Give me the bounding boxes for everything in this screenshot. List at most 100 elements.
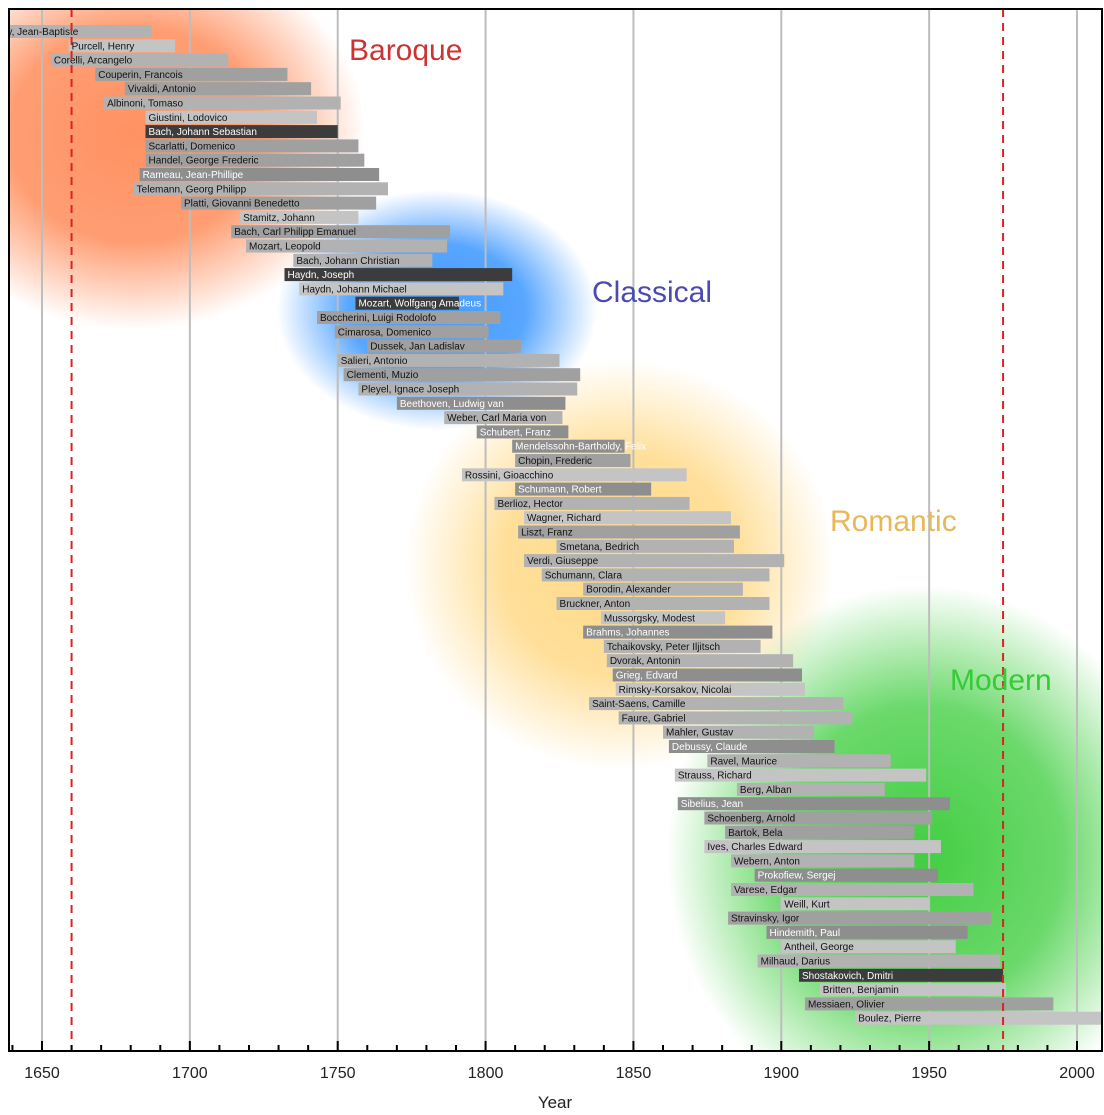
composer-bar bbox=[284, 268, 513, 282]
composer-bar bbox=[293, 253, 433, 267]
composer-bar bbox=[704, 840, 941, 854]
composer-label: Bruckner, Anton bbox=[560, 599, 631, 610]
composer-label: Giustini, Lodovico bbox=[149, 113, 228, 124]
composer-bar bbox=[145, 153, 365, 167]
composer-bar bbox=[145, 125, 338, 139]
composer-label: Ives, Charles Edward bbox=[707, 842, 802, 853]
composer-label: Dvorak, Antonin bbox=[610, 656, 681, 667]
composer-bar bbox=[515, 482, 652, 496]
composer-bar bbox=[367, 339, 522, 353]
composer-label: Sibelius, Jean bbox=[681, 799, 743, 810]
composer-label: Handel, George Frederic bbox=[149, 156, 259, 167]
era-label-classical: Classical bbox=[592, 276, 712, 309]
composer-label: Purcell, Henry bbox=[72, 41, 135, 52]
composer-bar bbox=[145, 139, 359, 153]
composer-label: Schoenberg, Arnold bbox=[707, 814, 795, 825]
composer-bar bbox=[343, 368, 581, 382]
composer-label: Strauss, Richard bbox=[678, 771, 752, 782]
composer-label: Verdi, Giuseppe bbox=[527, 556, 599, 567]
plot-frame bbox=[8, 8, 1103, 1052]
composer-bar bbox=[231, 225, 451, 239]
composer-label: Salieri, Antonio bbox=[341, 356, 408, 367]
composer-bar bbox=[133, 182, 388, 196]
composer-bar bbox=[819, 983, 1007, 997]
composer-label: Saint-Saens, Camille bbox=[592, 699, 686, 710]
composer-label: Hindemith, Paul bbox=[770, 928, 841, 939]
composer-label: Albinoni, Tomaso bbox=[107, 99, 183, 110]
composer-label: Tchaikovsky, Peter Iljitsch bbox=[607, 642, 720, 653]
composer-bar bbox=[139, 168, 380, 181]
composer-label: Boulez, Pierre bbox=[858, 1014, 921, 1025]
era-label-baroque: Baroque bbox=[349, 34, 462, 67]
composer-bar bbox=[704, 811, 933, 825]
composer-bar bbox=[50, 53, 229, 67]
composer-label: Berg, Alban bbox=[740, 785, 792, 796]
composer-bar bbox=[731, 883, 974, 896]
composer-label: Faure, Gabriel bbox=[622, 713, 686, 724]
composer-label: Brahms, Johannes bbox=[586, 628, 669, 639]
composer-label: Shostakovich, Dmitri bbox=[802, 971, 893, 982]
composer-bar bbox=[240, 210, 359, 224]
composer-bar bbox=[524, 554, 785, 568]
composer-bar bbox=[512, 439, 625, 453]
composer-label: Clementi, Muzio bbox=[347, 370, 419, 381]
composer-label: Grieg, Edvard bbox=[616, 671, 678, 682]
composer-label: Weber, Carl Maria von bbox=[447, 413, 546, 424]
composer-bar bbox=[728, 911, 992, 925]
tick-label-1650: 1650 bbox=[24, 1065, 60, 1082]
tick-label-2000: 2000 bbox=[1059, 1065, 1095, 1082]
composer-label: Pleyel, Ignace Joseph bbox=[361, 385, 459, 396]
composer-bar bbox=[515, 454, 631, 467]
tick-label-1750: 1750 bbox=[320, 1065, 356, 1082]
composer-bar bbox=[766, 925, 968, 939]
tick-label-1700: 1700 bbox=[172, 1065, 208, 1082]
composer-bar bbox=[707, 754, 891, 768]
composer-label: Rossini, Gioacchino bbox=[465, 470, 554, 481]
composer-bar bbox=[68, 39, 176, 53]
composer-bar bbox=[612, 668, 802, 682]
composer-label: Borodin, Alexander bbox=[586, 585, 671, 596]
composer-bar bbox=[246, 239, 448, 253]
composer-label: Bach, Johann Christian bbox=[296, 256, 399, 267]
composer-label: Bach, Carl Philipp Emanuel bbox=[234, 227, 356, 238]
tick-label-1800: 1800 bbox=[468, 1065, 504, 1082]
composer-bar bbox=[600, 611, 726, 625]
composer-bar bbox=[855, 1011, 1102, 1025]
composer-bar bbox=[556, 597, 770, 610]
era-label-romantic: Romantic bbox=[830, 505, 957, 538]
composer-bar bbox=[556, 539, 734, 553]
composer-bar bbox=[444, 411, 563, 425]
composer-bar bbox=[396, 396, 566, 410]
composer-label: Milhaud, Darius bbox=[761, 957, 830, 968]
composer-label: Mozart, Wolfgang Amadeus bbox=[358, 299, 481, 310]
composer-label: Beethoven, Ludwig van bbox=[400, 399, 504, 410]
composer-bar bbox=[757, 954, 1001, 968]
composer-bar bbox=[668, 740, 835, 753]
composer-bar bbox=[799, 968, 1004, 982]
tick-label-1850: 1850 bbox=[616, 1065, 652, 1082]
composer-label: Liszt, Franz bbox=[521, 528, 573, 539]
composer-label: Haydn, Joseph bbox=[287, 270, 354, 281]
composer-label: Corelli, Arcangelo bbox=[54, 56, 133, 67]
composer-bar bbox=[781, 897, 930, 911]
composer-bar bbox=[104, 96, 341, 110]
composer-label: Schubert, Franz bbox=[480, 427, 551, 438]
composer-label: Antheil, George bbox=[784, 942, 854, 953]
composer-bar bbox=[358, 382, 578, 396]
composer-bar bbox=[476, 425, 569, 439]
composer-label: Schumann, Robert bbox=[518, 485, 602, 496]
composer-label: Vivaldi, Antonio bbox=[128, 84, 197, 95]
composer-label: Prokofiew, Sergej bbox=[758, 871, 836, 882]
composer-bar bbox=[180, 196, 377, 210]
composer-bar bbox=[603, 639, 761, 653]
reference-lines bbox=[70, 9, 1005, 1051]
composer-bar bbox=[731, 854, 915, 868]
composer-label: Messiaen, Olivier bbox=[808, 999, 885, 1010]
composer-label: Mahler, Gustav bbox=[666, 728, 733, 739]
composer-bar bbox=[95, 67, 288, 81]
composer-label: Mendelssohn-Bartholdy, Felix bbox=[515, 442, 646, 453]
composer-label: Debussy, Claude bbox=[672, 742, 748, 753]
composer-label: Stamitz, Johann bbox=[243, 213, 315, 224]
composer-label: Mussorgsky, Modest bbox=[604, 613, 695, 624]
composer-bar bbox=[615, 682, 805, 696]
